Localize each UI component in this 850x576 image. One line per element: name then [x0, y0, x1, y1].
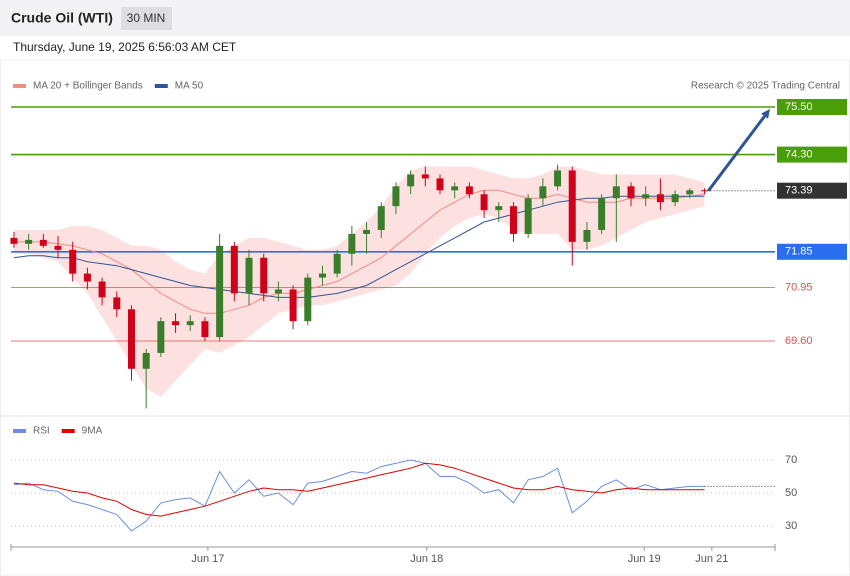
- candle-body: [69, 249, 77, 274]
- candle-body: [436, 178, 444, 191]
- candle-body: [465, 186, 473, 195]
- candle-body: [480, 194, 488, 211]
- candle-body: [568, 170, 576, 242]
- legend-swatch: [61, 429, 75, 433]
- legend-label: 9MA: [82, 426, 103, 437]
- x-tick-label: Jun 21: [695, 553, 728, 565]
- rsi-line: [13, 462, 705, 517]
- candle-body: [392, 186, 400, 207]
- level-box: [777, 182, 847, 199]
- y-tick-label: 30: [785, 520, 797, 532]
- legend-label: MA 20 + Bollinger Bands: [33, 81, 143, 92]
- legend-swatch: [154, 84, 168, 88]
- candle-body: [421, 174, 429, 179]
- ma-line: [13, 195, 705, 298]
- candle-body: [127, 309, 135, 369]
- arrow-head: [761, 109, 770, 119]
- candle-body: [25, 239, 33, 244]
- x-tick-label: Jun 17: [191, 553, 224, 565]
- source: Research © 2025 Trading Central: [691, 81, 840, 92]
- candle-body: [509, 206, 517, 234]
- instrument-title: Crude Oil (WTI): [11, 10, 113, 26]
- candle-body: [172, 321, 180, 326]
- candle-body: [83, 273, 91, 282]
- candle-body: [612, 186, 620, 199]
- x-tick-label: Jun 18: [410, 553, 443, 565]
- legend-swatch: [13, 429, 26, 433]
- candle-body: [230, 245, 238, 294]
- candle-body: [318, 273, 326, 278]
- level-box: [777, 99, 847, 115]
- candle-body: [700, 190, 708, 192]
- candle-body: [363, 229, 371, 234]
- level-label: 70.95: [785, 281, 813, 293]
- candle-body: [686, 190, 694, 195]
- candle-body: [157, 321, 165, 353]
- candle-body: [407, 174, 415, 187]
- y-tick-label: 70: [785, 454, 797, 466]
- candle-body: [274, 289, 282, 294]
- candle-body: [186, 321, 194, 326]
- legend-label: RSI: [33, 426, 50, 437]
- level-label: 71.85: [785, 246, 813, 258]
- candle-body: [54, 245, 62, 250]
- candle-body: [451, 186, 459, 191]
- candle-body: [598, 198, 606, 230]
- ma-line: [13, 189, 705, 314]
- candle-body: [554, 170, 562, 187]
- candle-body: [671, 194, 679, 203]
- candle-body: [289, 289, 297, 322]
- candle-body: [10, 237, 18, 244]
- projection-arrow: [707, 112, 768, 192]
- candle-body: [304, 277, 312, 322]
- candle-body: [201, 321, 209, 338]
- candle-body: [627, 186, 635, 199]
- candle-body: [142, 352, 150, 369]
- rsi-line: [13, 459, 705, 532]
- candle-body: [216, 245, 224, 338]
- interval-box: [121, 7, 172, 30]
- x-tick-label: Jun 19: [628, 553, 661, 565]
- candle-body: [495, 206, 503, 211]
- legend-label: MA 50: [175, 81, 204, 92]
- level-box: [777, 146, 847, 163]
- candle-body: [377, 206, 385, 230]
- candle-body: [539, 186, 547, 199]
- candle-body: [39, 239, 47, 246]
- candle-body: [656, 194, 664, 203]
- level-label: 75.50: [785, 101, 813, 113]
- y-tick-label: 50: [785, 487, 797, 499]
- candle-body: [642, 194, 650, 199]
- candle-body: [348, 233, 356, 254]
- level-label: 74.30: [785, 149, 813, 161]
- candle-body: [524, 198, 532, 234]
- candle-body: [113, 297, 121, 310]
- candle-body: [333, 253, 341, 274]
- candle-body: [260, 257, 268, 294]
- timestamp: Thursday, June 19, 2025 6:56:03 AM CET: [13, 40, 237, 54]
- candle-body: [98, 281, 106, 298]
- level-label: 69.60: [785, 335, 813, 347]
- legend-swatch: [13, 84, 26, 88]
- interval-label: 30 MIN: [127, 11, 166, 25]
- candle-body: [583, 229, 591, 242]
- level-label: 73.39: [785, 185, 813, 197]
- bollinger-band: [13, 166, 705, 397]
- candle-body: [245, 257, 253, 294]
- level-box: [777, 243, 847, 260]
